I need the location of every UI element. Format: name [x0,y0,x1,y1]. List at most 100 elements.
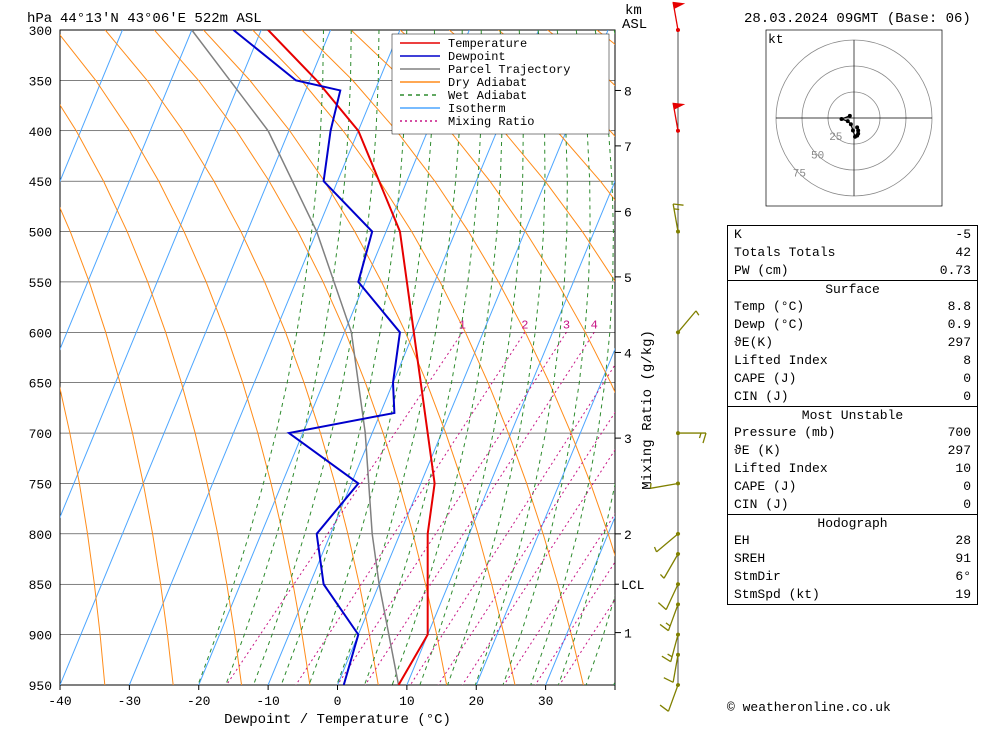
row-value: 0 [963,370,971,388]
svg-text:3: 3 [563,318,570,332]
table-row: SREH 91 [728,550,977,568]
svg-text:5: 5 [624,271,632,286]
svg-text:-30: -30 [118,694,141,709]
row-label: StmSpd (kt) [734,587,820,602]
title-left: 44°13'N 43°06'E 522m ASL [60,11,262,27]
svg-text:800: 800 [29,528,52,543]
row-value: 297 [948,442,971,460]
row-label: Dewp (°C) [734,317,804,332]
svg-text:600: 600 [29,326,52,341]
table-row: StmDir 6° [728,568,977,586]
svg-text:4: 4 [591,318,598,332]
row-value: 6° [955,568,971,586]
table-row: PW (cm) 0.73 [728,262,977,280]
lcl-marker: LCL [621,578,644,593]
svg-text:700: 700 [29,427,52,442]
row-value: 19 [955,586,971,604]
legend: TemperatureDewpointParcel TrajectoryDry … [392,34,609,134]
row-label: CAPE (J) [734,479,796,494]
svg-text:Dewpoint: Dewpoint [448,50,506,64]
row-label: CIN (J) [734,497,789,512]
svg-text:20: 20 [468,694,484,709]
row-label: PW (cm) [734,263,789,278]
svg-text:25: 25 [829,132,842,144]
table-row: CIN (J) 0 [728,388,977,406]
row-label: ϑE (K) [734,443,781,458]
svg-text:Mixing Ratio (g/kg): Mixing Ratio (g/kg) [640,330,656,490]
row-label: Totals Totals [734,245,835,260]
row-value: 700 [948,424,971,442]
indices-table: K -5 Totals Totals 42 PW (cm) 0.73 Surfa… [727,225,978,605]
row-label: ϑE(K) [734,335,773,350]
svg-text:1: 1 [624,627,632,642]
svg-text:30: 30 [538,694,554,709]
hodograph-panel: kt 25 50 75 [766,30,942,206]
row-value: 0.73 [940,262,971,280]
svg-text:550: 550 [29,276,52,291]
row-value: 0 [963,478,971,496]
table-row: EH 28 [728,532,977,550]
section-header: Most Unstable [728,407,977,424]
title-right: 28.03.2024 09GMT (Base: 06) [744,11,971,27]
table-row: CAPE (J) 0 [728,370,977,388]
row-value: -5 [955,226,971,244]
svg-text:Wet Adiabat: Wet Adiabat [448,89,527,103]
svg-text:650: 650 [29,377,52,392]
section-header: Hodograph [728,515,977,532]
svg-text:8: 8 [624,84,632,99]
table-row: K -5 [728,226,977,244]
svg-text:-10: -10 [256,694,279,709]
svg-text:50: 50 [811,150,824,162]
svg-text:3: 3 [624,432,632,447]
row-value: 28 [955,532,971,550]
row-label: StmDir [734,569,781,584]
row-label: K [734,227,742,242]
row-value: 0.9 [948,316,971,334]
svg-text:900: 900 [29,629,52,644]
svg-text:850: 850 [29,578,52,593]
svg-text:Dry Adiabat: Dry Adiabat [448,76,527,90]
svg-text:Isotherm: Isotherm [448,102,506,116]
row-label: Temp (°C) [734,299,804,314]
row-label: EH [734,533,750,548]
row-label: CAPE (J) [734,371,796,386]
svg-text:4: 4 [624,346,632,361]
row-value: 8 [963,352,971,370]
table-row: Totals Totals 42 [728,244,977,262]
table-row: StmSpd (kt) 19 [728,586,977,604]
x-axis-label: Dewpoint / Temperature (°C) [224,712,451,728]
svg-text:750: 750 [29,477,52,492]
svg-text:-40: -40 [48,694,71,709]
svg-text:2: 2 [521,318,528,332]
svg-text:2: 2 [624,528,632,543]
row-value: 8.8 [948,298,971,316]
svg-text:0: 0 [334,694,342,709]
wind-barb-column [650,1,706,712]
row-label: Lifted Index [734,353,828,368]
y-axis-right-label2: ASL [622,17,647,33]
row-label: SREH [734,551,765,566]
table-row: CIN (J) 0 [728,496,977,514]
row-value: 297 [948,334,971,352]
row-label: Pressure (mb) [734,425,835,440]
svg-text:kt: kt [768,32,784,47]
table-row: Dewp (°C) 0.9 [728,316,977,334]
row-value: 42 [955,244,971,262]
svg-text:75: 75 [793,169,806,181]
svg-text:Parcel Trajectory: Parcel Trajectory [448,63,570,77]
copyright-note: © weatheronline.co.uk [727,700,891,715]
table-row: ϑE(K) 297 [728,334,977,352]
svg-text:Mixing Ratio: Mixing Ratio [448,115,534,129]
svg-text:-20: -20 [187,694,210,709]
svg-text:450: 450 [29,175,52,190]
svg-text:500: 500 [29,226,52,241]
table-row: Lifted Index 8 [728,352,977,370]
svg-text:6: 6 [624,205,632,220]
table-row: Pressure (mb) 700 [728,424,977,442]
svg-text:Temperature: Temperature [448,37,527,51]
svg-text:950: 950 [29,679,52,694]
row-value: 10 [955,460,971,478]
row-label: Lifted Index [734,461,828,476]
row-label: CIN (J) [734,389,789,404]
section-header: Surface [728,281,977,298]
